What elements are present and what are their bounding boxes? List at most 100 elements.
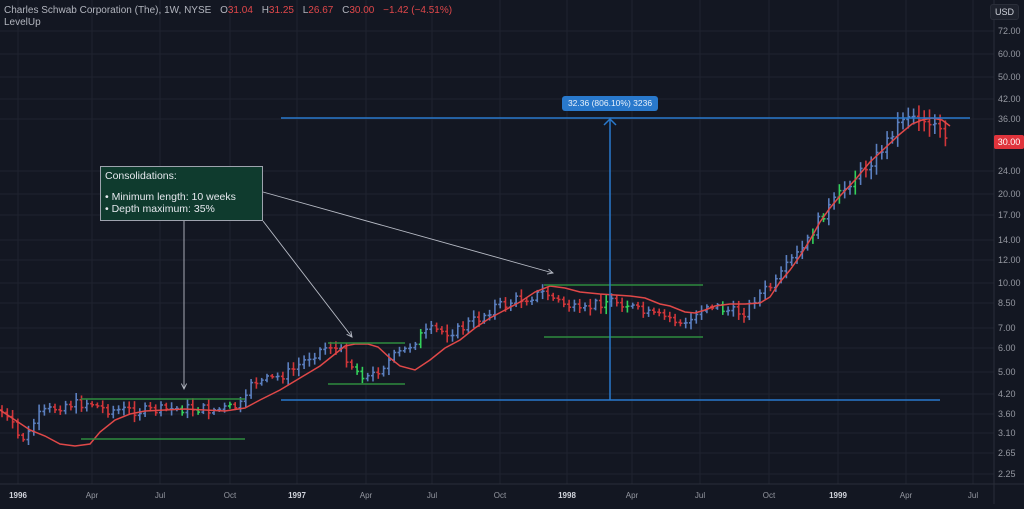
high-value: 31.25 xyxy=(268,5,294,16)
open-value: 31.04 xyxy=(227,5,253,16)
ohlc-bar xyxy=(21,432,26,442)
note-bullet-length: • Minimum length: 10 weeks xyxy=(105,191,236,203)
ohlc-bar xyxy=(397,346,402,357)
ohlc-bar xyxy=(312,352,317,365)
price-tick-label: 17.00 xyxy=(998,210,1021,220)
ohlc-bar xyxy=(381,365,386,377)
ohlc-bar xyxy=(42,404,47,416)
ohlc-bar xyxy=(540,284,545,300)
ohlc-bar xyxy=(662,309,667,320)
ohlc-bar xyxy=(249,378,254,399)
ohlc-bar xyxy=(577,298,582,313)
time-tick-label: Oct xyxy=(493,491,507,500)
time-tick-label: Jul xyxy=(694,491,706,500)
note-title: Consolidations: xyxy=(105,170,177,182)
change-value: −1.42 (−4.51%) xyxy=(383,5,453,16)
ohlc-bar xyxy=(365,372,370,382)
ohlc-bar xyxy=(466,317,471,334)
time-tick-label: 1998 xyxy=(558,491,576,500)
ohlc-bar xyxy=(90,401,95,408)
ohlc-bar xyxy=(402,346,407,353)
ohlc-bar xyxy=(742,307,746,323)
price-tick-label: 2.65 xyxy=(998,448,1016,458)
close-label: C xyxy=(342,5,350,16)
ohlc-bar xyxy=(349,359,354,370)
time-tick-label: Apr xyxy=(359,491,373,500)
currency-button[interactable]: USD xyxy=(989,4,1019,20)
ohlc-bar xyxy=(625,300,630,313)
price-axis[interactable]: 72.00 60.00 50.00 42.00 36.00 24.00 20.00 17.00… xyxy=(994,0,1024,504)
symbol-legend: Charles Schwab Corporation (The), 1W, NY… xyxy=(4,4,452,17)
ohlc-bar xyxy=(874,143,879,175)
indicator-label[interactable]: LevelUp xyxy=(4,17,41,28)
ohlc-bar xyxy=(286,362,291,386)
ohlc-bar xyxy=(95,402,100,409)
price-tick-label: 4.20 xyxy=(998,389,1016,399)
ohlc-bar xyxy=(588,298,593,316)
moving-average-line xyxy=(0,117,951,447)
ohlc-bar xyxy=(657,308,662,317)
ohlc-bar xyxy=(318,347,322,361)
ohlc-bar xyxy=(201,403,206,415)
consolidations-note[interactable]: Consolidations: • Minimum length: 10 wee… xyxy=(100,166,263,221)
ohlc-bar xyxy=(137,408,142,421)
ohlc-bar xyxy=(37,404,42,431)
ohlc-bar xyxy=(84,399,89,412)
ohlc-bar xyxy=(683,317,688,329)
close-value: 30.00 xyxy=(349,5,375,16)
ohlc-bar xyxy=(561,296,566,308)
ohlc-bar xyxy=(376,367,381,379)
ohlc-bar xyxy=(265,373,269,383)
ohlc-bar xyxy=(413,341,418,351)
annotation-arrow xyxy=(262,220,353,338)
ohlc-bar xyxy=(434,322,439,333)
arrowhead-icon xyxy=(180,383,188,391)
arrowhead-icon xyxy=(346,331,353,338)
low-value: 26.67 xyxy=(308,5,334,16)
time-tick-label: Jul xyxy=(154,491,166,500)
ohlc-bar xyxy=(461,321,466,335)
ohlc-bar xyxy=(667,311,672,323)
ohlc-bar xyxy=(620,297,625,312)
ohlc-bar xyxy=(604,294,609,315)
ohlc-bar xyxy=(328,341,333,354)
ohlc-bar xyxy=(455,323,460,339)
ohlc-bar xyxy=(678,319,683,327)
note-bullet-depth: • Depth maximum: 35% xyxy=(105,203,215,215)
price-tick-label: 24.00 xyxy=(998,166,1021,176)
ohlc-bar xyxy=(227,401,232,409)
ohlc-bar xyxy=(614,294,619,307)
ohlc-bar xyxy=(408,343,413,353)
ohlc-bar xyxy=(111,405,116,419)
ohlc-bar xyxy=(79,395,84,412)
high-label: H xyxy=(261,5,269,16)
ohlc-bar xyxy=(922,110,927,132)
ohlc-bar xyxy=(763,280,768,300)
ohlc-bar xyxy=(355,363,360,375)
ohlc-bar xyxy=(932,114,937,135)
measure-arrow-icon xyxy=(603,117,617,126)
price-tick-label: 5.00 xyxy=(998,367,1016,377)
ohlc-bar xyxy=(344,342,349,368)
ohlc-bar xyxy=(508,299,513,312)
ohlc-bar xyxy=(853,170,858,195)
ohlc-bar xyxy=(901,112,905,130)
measure-label[interactable]: 32.36 (806.10%) 3236 xyxy=(562,96,658,111)
ohlc-bar xyxy=(572,299,577,312)
price-tick-label: 7.00 xyxy=(998,323,1016,333)
time-tick-label: Oct xyxy=(223,491,237,500)
ohlc-bar xyxy=(911,108,916,125)
ohlc-bar xyxy=(259,377,264,386)
ohlc-bar xyxy=(726,306,731,316)
ohlc-bar xyxy=(132,401,137,423)
ohlc-bar xyxy=(530,296,534,305)
price-tick-label: 60.00 xyxy=(998,49,1021,59)
time-tick-label: Apr xyxy=(625,491,639,500)
price-tick-label: 6.00 xyxy=(998,343,1016,353)
ohlc-bar xyxy=(567,299,572,312)
ohlc-bar xyxy=(545,286,550,301)
ohlc-bar xyxy=(768,282,773,292)
price-tick-label: 3.60 xyxy=(998,409,1016,419)
